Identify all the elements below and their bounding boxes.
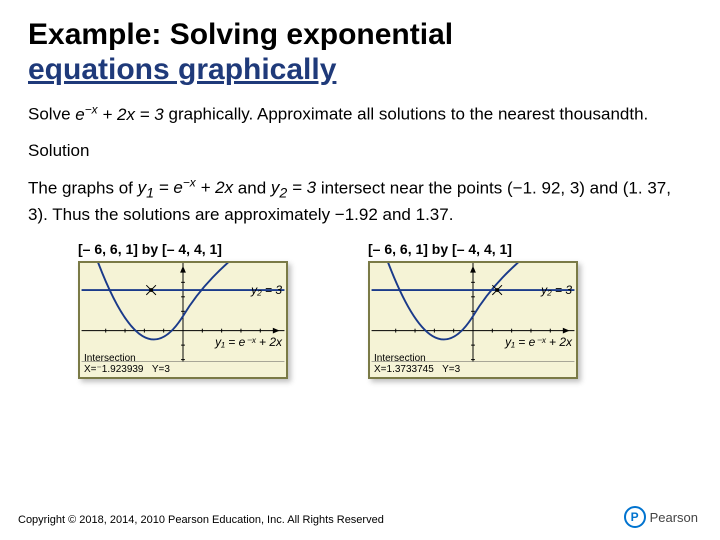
int-y-right: Y=3 [442, 364, 460, 375]
calc-block-left: [– 6, 6, 1] by [– 4, 4, 1] y₂ = 3 y₁ = e… [78, 241, 308, 379]
intersect-labels-right: Intersection X=1.3733745 Y=3 [374, 353, 460, 375]
int-y-left: Y=3 [152, 364, 170, 375]
sol-prefix: The graphs of [28, 178, 138, 197]
sol-y1: y1 = e−x + 2x [138, 178, 233, 197]
problem-statement: Solve e−x + 2x = 3 graphically. Approxim… [28, 101, 692, 127]
title-line2: equations graphically [28, 53, 336, 86]
solution-header: Solution [28, 141, 692, 161]
y2-tag-left: y₂ = 3 [251, 283, 282, 297]
window-label-left: [– 6, 6, 1] by [– 4, 4, 1] [78, 241, 308, 257]
problem-prefix: Solve [28, 105, 75, 124]
calc-block-right: [– 6, 6, 1] by [– 4, 4, 1] y₂ = 3 y₁ = e… [368, 241, 598, 379]
problem-suffix: graphically. Approximate all solutions t… [164, 105, 648, 124]
intersect-word-left: Intersection [84, 353, 170, 364]
problem-eq: e−x + 2x = 3 [75, 105, 164, 124]
logo-icon: P [624, 506, 646, 528]
copyright-text: Copyright © 2018, 2014, 2010 Pearson Edu… [18, 514, 384, 526]
pearson-logo: P Pearson [624, 506, 698, 528]
y1-tag-right: y₁ = e⁻ˣ + 2x [505, 335, 572, 349]
solution-body: The graphs of y1 = e−x + 2x and y2 = 3 i… [28, 175, 692, 227]
intersect-labels-left: Intersection X=⁻1.923939 Y=3 [84, 353, 170, 375]
calc-screen-left: y₂ = 3 y₁ = e⁻ˣ + 2x Intersection X=⁻1.9… [78, 261, 288, 379]
logo-text: Pearson [650, 510, 698, 525]
int-x-right: X=1.3733745 [374, 364, 434, 375]
y1-tag-left: y₁ = e⁻ˣ + 2x [215, 335, 282, 349]
calculator-screens-row: [– 6, 6, 1] by [– 4, 4, 1] y₂ = 3 y₁ = e… [28, 241, 692, 379]
calc-screen-right: y₂ = 3 y₁ = e⁻ˣ + 2x Intersection X=1.37… [368, 261, 578, 379]
intersect-word-right: Intersection [374, 353, 460, 364]
slide-title: Example: Solving exponential equations g… [28, 18, 692, 87]
int-x-left: X=⁻1.923939 [84, 364, 144, 375]
sol-y2: y2 = 3 [271, 178, 316, 197]
y2-tag-right: y₂ = 3 [541, 283, 572, 297]
window-label-right: [– 6, 6, 1] by [– 4, 4, 1] [368, 241, 598, 257]
title-line1: Example: Solving exponential [28, 18, 453, 51]
sol-mid: and [233, 178, 271, 197]
